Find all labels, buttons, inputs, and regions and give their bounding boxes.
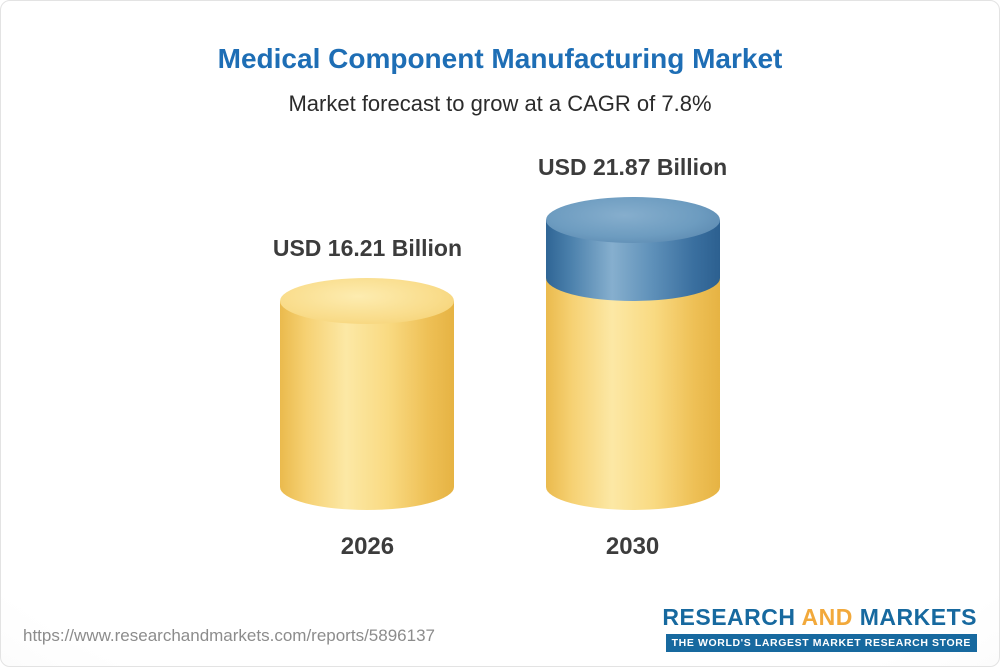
cylinder-top-2030 <box>545 197 720 243</box>
bar-group-2030: USD 21.87 Billion 2030 <box>538 154 727 561</box>
cylinder-2030 <box>545 197 720 510</box>
logo-tagline: THE WORLD'S LARGEST MARKET RESEARCH STOR… <box>665 634 977 652</box>
logo-word-research: RESEARCH <box>662 604 796 630</box>
source-url-link[interactable]: https://www.researchandmarkets.com/repor… <box>23 626 435 645</box>
value-label-2030: USD 21.87 Billion <box>538 154 728 180</box>
chart-subtitle: Market forecast to grow at a CAGR of 7.8… <box>288 91 712 116</box>
bar-group-2026: USD 16.21 Billion 2026 <box>273 235 462 561</box>
growth-segment <box>545 197 720 301</box>
research-and-markets-logo: RESEARCH AND MARKETS THE WORLD'S LARGEST… <box>662 604 977 652</box>
cylinder-top-2026 <box>280 278 455 324</box>
base-segment-2030 <box>545 278 720 510</box>
category-label-2030: 2030 <box>605 533 660 560</box>
bar-chart: USD 16.21 Billion 2026 USD 21.87 Billion… <box>1 154 999 561</box>
value-label-2026: USD 16.21 Billion <box>272 235 462 261</box>
cylinder-body-2026 <box>280 301 455 510</box>
logo-wordmark: RESEARCH AND MARKETS <box>662 604 977 631</box>
logo-word-markets: MARKETS <box>859 604 977 630</box>
chart-header: Medical Component Manufacturing Market M… <box>1 1 999 117</box>
category-label-2026: 2026 <box>340 533 395 560</box>
logo-word-and: AND <box>801 604 853 630</box>
chart-title: Medical Component Manufacturing Market <box>217 43 783 74</box>
cylinder-2026 <box>280 278 455 510</box>
